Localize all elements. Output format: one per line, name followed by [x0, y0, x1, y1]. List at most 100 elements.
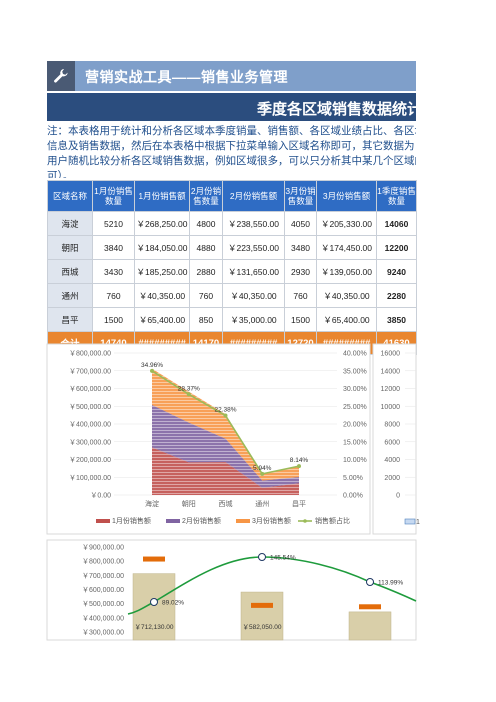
column-header[interactable]: 2月份销售数量 [189, 180, 223, 212]
table-cell[interactable]: 3850 [376, 307, 417, 332]
quantity-chart-frame[interactable] [372, 343, 417, 535]
table-cell[interactable]: 2880 [189, 259, 223, 284]
ratio-point [366, 578, 374, 586]
y2-tick-label: 25.00% [343, 404, 367, 411]
y-tick-label: ￥0.00 [90, 492, 111, 500]
table-row: 西城 3430 ￥185,250.00 2880 ￥131,650.00 293… [47, 259, 417, 284]
area-series-hatch [152, 368, 299, 481]
table-cell[interactable]: ￥185,250.00 [134, 259, 190, 284]
y2-tick-label: 10.00% [343, 457, 367, 464]
ratio-point [258, 553, 266, 561]
legend-swatch [236, 519, 250, 523]
table-cell[interactable]: ￥139,050.00 [316, 259, 377, 284]
table-cell[interactable]: ￥40,350.00 [316, 283, 377, 308]
y-tick-label: ￥200,000.00 [69, 456, 111, 464]
x-tick-label: 朝阳 [182, 499, 196, 508]
y2-tick-label: 0.00% [343, 493, 363, 500]
y2-tick-label: 35.00% [343, 368, 367, 375]
y-tick-label: ￥500,000.00 [69, 403, 111, 411]
y2-tick-label: 20.00% [343, 422, 367, 429]
percent-point [260, 471, 265, 476]
month-marker [143, 556, 165, 562]
y-tick-label: ￥900,000.00 [82, 544, 124, 552]
legend-label: 3月份销售额 [252, 516, 291, 525]
note-line: 信息及销售数据，然后在本表格中根据下拉菜单输入区域名称即可，其它数据为自动 [47, 140, 416, 152]
report-title-bar: 季度各区域销售数据统计 [47, 93, 416, 121]
y-tick-label: ￥700,000.00 [69, 367, 111, 375]
y-tick-label: 4000 [384, 457, 400, 464]
y-tick-label: ￥400,000.00 [69, 421, 111, 429]
table-cell[interactable]: 5210 [92, 211, 135, 236]
y-tick-label: 8000 [384, 422, 400, 429]
note-line: 注：本表格用于统计和分析各区域本季度销量、销售额、各区域业绩占比、各区域业 [47, 125, 416, 137]
table-row: 海淀 5210 ￥268,250.00 4800 ￥238,550.00 405… [47, 211, 417, 236]
legend-marker [303, 519, 307, 523]
table-cell[interactable]: ￥65,400.00 [134, 307, 190, 332]
area-chart-frame[interactable] [46, 343, 371, 535]
area-series-hatch [152, 447, 299, 495]
region-cell[interactable]: 通州 [47, 283, 93, 308]
legend-swatch [166, 519, 180, 523]
bar-value-label: ￥712,130.00 [134, 623, 173, 631]
table-cell[interactable]: ￥65,400.00 [316, 307, 377, 332]
legend-label: 1 [416, 519, 420, 526]
report-title: 季度各区域销售数据统计 [257, 101, 416, 118]
y-tick-label: ￥300,000.00 [82, 629, 124, 637]
table-cell[interactable]: 3840 [92, 235, 135, 260]
table-cell[interactable]: 760 [284, 283, 317, 308]
y2-tick-label: 40.00% [343, 351, 367, 358]
percent-label: 22.38% [214, 407, 236, 414]
month-marker [251, 602, 273, 608]
table-cell[interactable]: 2280 [376, 283, 417, 308]
table-cell[interactable]: 14060 [376, 211, 417, 236]
bar-value-label: ￥582,050.00 [242, 623, 281, 631]
percent-label: 28.37% [178, 385, 200, 392]
table-cell[interactable]: 1500 [92, 307, 135, 332]
percent-point [297, 464, 301, 469]
quarter-bar [240, 591, 284, 641]
y2-tick-label: 5.00% [343, 475, 363, 482]
x-tick-label: 海淀 [145, 499, 159, 508]
column-header[interactable]: 2月份销售额 [222, 180, 285, 212]
y-tick-label: 16000 [381, 351, 401, 358]
table-cell[interactable]: 4800 [189, 211, 223, 236]
table-cell[interactable]: ￥268,250.00 [134, 211, 190, 236]
y-tick-label: ￥600,000.00 [69, 385, 111, 393]
region-cell[interactable]: 西城 [47, 259, 93, 284]
legend-swatch [404, 518, 416, 525]
table-cell[interactable]: 12200 [376, 235, 417, 260]
y-tick-label: 14000 [381, 368, 401, 375]
y-tick-label: ￥800,000.00 [82, 558, 124, 566]
percent-point [223, 413, 228, 418]
table-cell[interactable]: 2930 [284, 259, 317, 284]
y-tick-label: ￥800,000.00 [69, 350, 111, 358]
percent-point [150, 368, 154, 373]
y2-tick-label: 15.00% [343, 439, 367, 446]
region-cell[interactable]: 朝阳 [47, 235, 93, 260]
usage-note: 注：本表格用于统计和分析各区域本季度销量、销售额、各区域业绩占比、各区域业 信息… [47, 124, 416, 178]
ratio-label: 145.54% [270, 555, 296, 562]
legend-label: 销售额占比 [315, 516, 350, 525]
y-tick-label: ￥500,000.00 [82, 600, 124, 608]
note-line: 可）。 [47, 170, 74, 178]
y-tick-label: ￥100,000.00 [69, 474, 111, 482]
column-header[interactable]: 1月份销售数量 [92, 180, 135, 212]
x-tick-label: 通州 [255, 499, 269, 508]
percent-label: 34.96% [141, 362, 163, 369]
region-cell[interactable]: 海淀 [47, 211, 93, 236]
y-tick-label: ￥300,000.00 [69, 438, 111, 446]
column-header[interactable]: 3月份销售额 [316, 180, 377, 212]
table-cell[interactable]: 760 [92, 283, 135, 308]
x-tick-label: 昌平 [292, 500, 306, 508]
x-tick-label: 西城 [219, 500, 233, 508]
quarter-bar [132, 573, 176, 641]
column-header[interactable]: 3月份销售数量 [284, 180, 317, 212]
note-line: 用户随机比较分析各区域销售数据，例如区域很多，可以只分析其中某几个区域的销 [47, 155, 416, 167]
table-cell[interactable]: ￥205,330.00 [316, 211, 377, 236]
table-row: 昌平 1500 ￥65,400.00 850 ￥35,000.00 1500 ￥… [47, 307, 417, 332]
y-tick-label: 0 [396, 493, 400, 500]
percent-point [186, 392, 191, 397]
legend-label: 1月份销售额 [112, 516, 151, 525]
app-title: 营销实战工具——销售业务管理 [85, 69, 288, 85]
wrench-icon[interactable] [47, 61, 75, 91]
